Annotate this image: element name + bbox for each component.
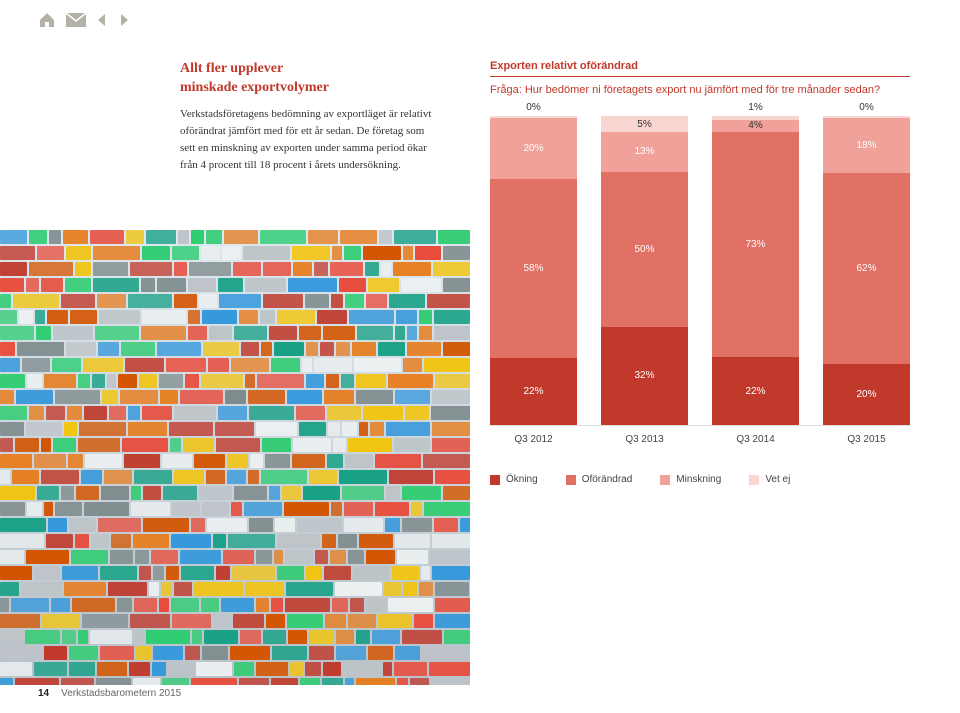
bar-segment-okning: 32% — [601, 327, 688, 426]
photo-containers — [0, 230, 470, 685]
bar-segment-oforandrad: 62% — [823, 173, 910, 364]
x-axis-label: Q3 2013 — [601, 434, 688, 445]
legend-label: Minskning — [676, 474, 721, 485]
home-icon[interactable] — [38, 12, 56, 28]
left-text-column: Allt fler uppleverminskade exportvolymer… — [180, 60, 440, 174]
section-heading: Allt fler uppleverminskade exportvolymer — [180, 60, 440, 98]
bar-segment-oforandrad: 58% — [490, 179, 577, 357]
bar-column: 20% 62% 18% 0% — [823, 116, 910, 425]
legend-item-vet_ej: Vet ej — [749, 474, 790, 485]
bar-segment-label: 4% — [748, 120, 762, 131]
bar-segment-label: 13% — [634, 146, 654, 157]
chart-legend: Ökning Oförändrad Minskning Vet ej — [490, 474, 910, 485]
chart-area: Exporten relativt oförändrad Fråga: Hur … — [490, 60, 910, 485]
legend-label: Ökning — [506, 474, 538, 485]
x-axis-label: Q3 2012 — [490, 434, 577, 445]
page-footer: 14 Verkstadsbarometern 2015 — [38, 688, 181, 699]
doc-title: Verkstadsbarometern 2015 — [61, 688, 181, 699]
bar-segment-label: 32% — [634, 370, 654, 381]
bar-column: 22% 58% 20% 0% — [490, 116, 577, 425]
bar-segment-okning: 20% — [823, 364, 910, 426]
bar-segment-oforandrad: 73% — [712, 132, 799, 358]
page-number: 14 — [38, 688, 49, 699]
bar-segment-label: 22% — [523, 386, 543, 397]
bar-segment-vet_ej: 0% — [823, 116, 910, 118]
legend-item-oforandrad: Oförändrad — [566, 474, 633, 485]
bar-segment-label: 1% — [712, 102, 799, 113]
bar-segment-label: 73% — [745, 239, 765, 250]
legend-item-okning: Ökning — [490, 474, 538, 485]
bar-segment-minskning: 13% — [601, 132, 688, 172]
mail-icon[interactable] — [66, 13, 86, 27]
bar-segment-minskning: 20% — [490, 118, 577, 180]
body-paragraph: Verkstadsföretagens bedömning av exportl… — [180, 106, 440, 174]
bar-segment-minskning: 18% — [823, 118, 910, 173]
bar-segment-vet_ej: 0% — [490, 116, 577, 118]
bar-segment-oforandrad: 50% — [601, 172, 688, 327]
bar-segment-label: 0% — [823, 102, 910, 113]
x-axis-label: Q3 2014 — [712, 434, 799, 445]
chart-title: Exporten relativt oförändrad — [490, 60, 910, 72]
chart-subtitle: Fråga: Hur bedömer ni företagets export … — [490, 76, 910, 98]
bar-segment-label: 50% — [634, 244, 654, 255]
legend-item-minskning: Minskning — [660, 474, 721, 485]
bar-segment-label: 20% — [856, 389, 876, 400]
bar-segment-minskning: 4% — [712, 120, 799, 132]
nav-icons — [38, 12, 130, 28]
legend-label: Vet ej — [765, 474, 790, 485]
heading-line: minskade exportvolymer — [180, 79, 440, 98]
stacked-bar-chart: 22% 58% 20% 0% 32% 50% 13% 5% 22% 73% 4%1% 20% 62% 18… — [490, 116, 910, 456]
bar-segment-vet_ej: 5% — [601, 116, 688, 131]
bar-segment-label: 22% — [745, 386, 765, 397]
bar-segment-label: 62% — [856, 263, 876, 274]
legend-swatch — [660, 475, 670, 485]
bar-segment-label: 0% — [490, 102, 577, 113]
bar-segment-label: 18% — [856, 140, 876, 151]
bar-segment-okning: 22% — [712, 357, 799, 425]
bar-segment-okning: 22% — [490, 358, 577, 426]
bar-column: 22% 73% 4%1% — [712, 116, 799, 425]
bar-segment-label: 58% — [523, 263, 543, 274]
prev-icon[interactable] — [96, 13, 108, 27]
page-root: Allt fler uppleverminskade exportvolymer… — [0, 0, 960, 713]
legend-swatch — [490, 475, 500, 485]
x-axis-label: Q3 2015 — [823, 434, 910, 445]
legend-swatch — [749, 475, 759, 485]
bar-segment-label: 5% — [637, 119, 651, 130]
next-icon[interactable] — [118, 13, 130, 27]
bar-column: 32% 50% 13% 5% — [601, 116, 688, 425]
legend-label: Oförändrad — [582, 474, 633, 485]
legend-swatch — [566, 475, 576, 485]
heading-line: Allt fler upplever — [180, 60, 440, 79]
bar-segment-vet_ej: 1% — [712, 116, 799, 119]
bar-segment-label: 20% — [523, 143, 543, 154]
